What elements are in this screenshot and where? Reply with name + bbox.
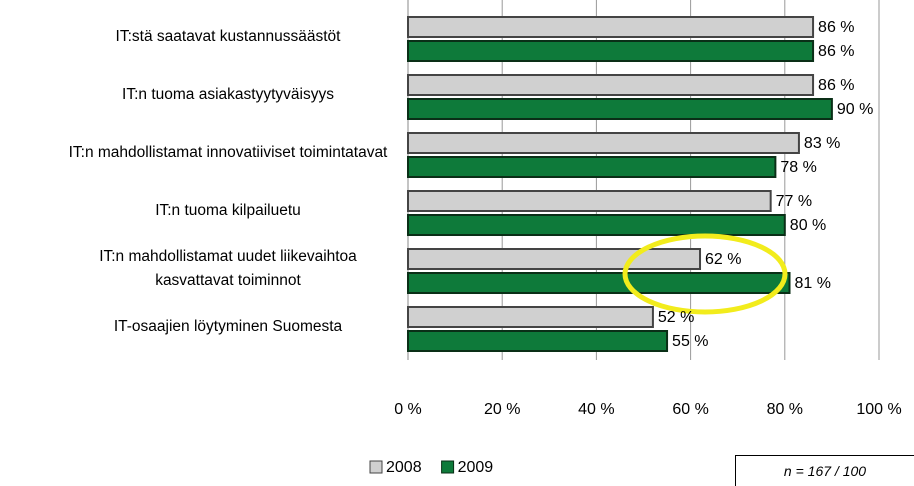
- sample-note: n = 167 / 100: [735, 455, 914, 486]
- value-label: 86 %: [818, 19, 854, 36]
- x-tick-label: 0 %: [394, 401, 422, 418]
- x-tick-label: 60 %: [672, 401, 708, 418]
- bar: [407, 330, 669, 352]
- value-label: 83 %: [804, 135, 840, 152]
- value-label: 77 %: [776, 193, 812, 210]
- category-label: IT:n tuoma kilpailuetu: [155, 202, 301, 219]
- value-label: 90 %: [837, 101, 873, 118]
- x-tick-label: 100 %: [856, 401, 901, 418]
- value-label: 86 %: [818, 43, 854, 60]
- value-label: 80 %: [790, 217, 826, 234]
- bar: [407, 214, 786, 236]
- value-label: 52 %: [658, 309, 694, 326]
- legend-label: 2008: [386, 459, 422, 476]
- value-label: 55 %: [672, 333, 708, 350]
- bar: [407, 190, 772, 212]
- x-tick-label: 40 %: [578, 401, 614, 418]
- category-label: IT:n tuoma asiakastyytyväisyys: [122, 86, 334, 103]
- bar: [407, 156, 777, 178]
- legend-label: 2009: [458, 459, 494, 476]
- bar: [407, 272, 791, 294]
- value-label: 86 %: [818, 77, 854, 94]
- bar: [407, 16, 815, 38]
- legend-swatch: [369, 460, 383, 474]
- legend-swatch: [441, 460, 455, 474]
- highlight-ellipse: [622, 233, 788, 315]
- x-tick-label: 80 %: [767, 401, 803, 418]
- category-label: IT:n mahdollistamat innovatiiviset toimi…: [68, 144, 388, 161]
- bar: [407, 306, 654, 328]
- bar: [407, 74, 815, 96]
- category-label: IT-osaajien löytyminen Suomesta: [113, 318, 343, 335]
- bar: [407, 40, 815, 62]
- category-label: IT:stä saatavat kustannussäästöt: [115, 28, 341, 45]
- value-label: 78 %: [780, 159, 816, 176]
- x-tick-label: 20 %: [484, 401, 520, 418]
- bar: [407, 132, 800, 154]
- value-label: 62 %: [705, 251, 741, 268]
- value-label: 81 %: [795, 275, 831, 292]
- category-label: IT:n mahdollistamat uudet liikevaihtoa k…: [99, 248, 357, 289]
- bar: [407, 248, 702, 270]
- bar: [407, 98, 833, 120]
